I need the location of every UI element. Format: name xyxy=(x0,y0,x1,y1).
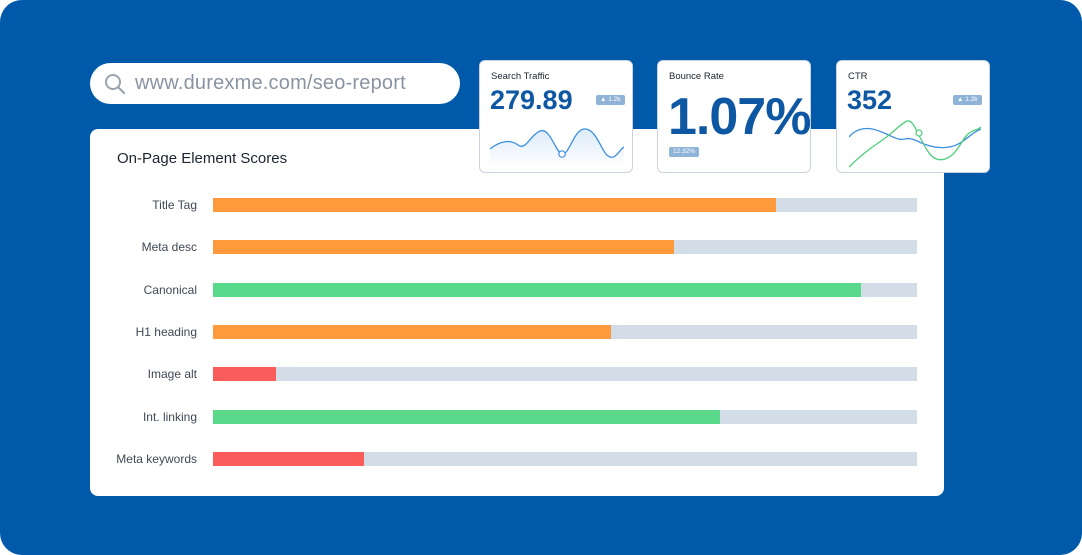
change-badge: ▲ 1.2k xyxy=(953,95,982,105)
score-row: Int. linking xyxy=(90,409,944,424)
score-row: Meta desc xyxy=(90,240,944,255)
traffic-sparkline xyxy=(490,128,624,167)
card-title: Bounce Rate xyxy=(669,71,724,82)
card-title: CTR xyxy=(848,71,868,82)
card-value: 352 xyxy=(847,85,893,115)
search-url-text[interactable]: www.durexme.com/seo-report xyxy=(135,72,406,94)
card-value: 1.07% xyxy=(668,88,811,146)
change-badge: ▲ 1.2k xyxy=(596,95,625,105)
search-traffic-card[interactable]: Search Traffic 279.89 ▲ 1.2k xyxy=(479,60,633,173)
card-value: 279.89 xyxy=(490,85,573,115)
score-bar xyxy=(213,367,277,382)
row-label: Meta keywords xyxy=(116,451,197,466)
score-row: H1 heading xyxy=(90,324,944,339)
bounce-rate-card[interactable]: Bounce Rate 1.07% 12.32% xyxy=(657,60,811,173)
score-bar xyxy=(213,240,675,255)
score-row: Title Tag xyxy=(90,198,944,212)
score-track xyxy=(213,324,917,339)
score-track xyxy=(213,198,917,212)
panel-title: On-Page Element Scores xyxy=(117,150,288,167)
row-label: Image alt xyxy=(147,367,197,382)
ctr-sparkline xyxy=(849,120,981,168)
ctr-card[interactable]: CTR 352 ▲ 1.2k xyxy=(836,60,990,173)
row-label: Title Tag xyxy=(152,198,197,212)
card-title: Search Traffic xyxy=(491,71,550,82)
score-track xyxy=(213,240,917,255)
score-row: Meta keywords xyxy=(90,451,944,466)
row-label: Int. linking xyxy=(142,409,197,424)
score-row: Image alt xyxy=(90,367,944,382)
score-bar xyxy=(213,409,720,424)
change-badge: 12.32% xyxy=(669,147,700,157)
search-icon xyxy=(105,74,126,95)
score-track xyxy=(213,409,917,424)
score-row: Canonical xyxy=(90,282,944,297)
score-track xyxy=(213,367,917,382)
row-label: H1 heading xyxy=(135,324,197,339)
search-bar[interactable]: www.durexme.com/seo-report xyxy=(90,63,460,104)
score-bar xyxy=(213,324,611,339)
score-bar xyxy=(213,198,777,212)
score-bar xyxy=(213,282,861,297)
score-track xyxy=(213,451,917,466)
row-label: Meta desc xyxy=(141,240,197,255)
score-bar xyxy=(213,451,365,466)
scores-panel: On-Page Element Scores Title Tag Meta des… xyxy=(90,129,944,496)
row-label: Canonical xyxy=(143,282,197,297)
score-track xyxy=(213,282,917,297)
